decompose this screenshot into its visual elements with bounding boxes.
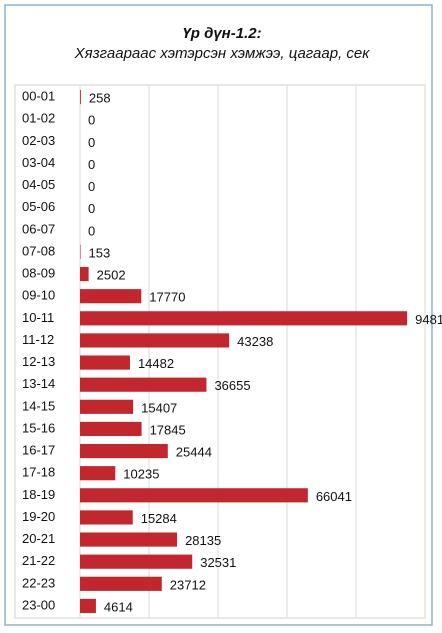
bar <box>80 576 162 591</box>
y-tick-label: 04-05 <box>22 177 55 192</box>
value-label: 66041 <box>316 489 352 504</box>
bar <box>80 266 89 282</box>
bar <box>80 244 81 260</box>
y-tick-label: 06-07 <box>22 221 55 236</box>
y-tick-label: 16-17 <box>22 443 55 458</box>
bar <box>80 510 133 525</box>
value-label: 4614 <box>104 599 133 614</box>
value-label: 2502 <box>97 268 126 283</box>
value-label: 0 <box>88 157 95 172</box>
bar <box>80 443 168 459</box>
value-label: 153 <box>89 245 111 260</box>
y-tick-label: 22-23 <box>22 575 55 590</box>
value-label: 15284 <box>141 511 177 526</box>
value-label: 0 <box>88 113 95 128</box>
y-tick-label: 09-10 <box>22 288 55 303</box>
y-tick-label: 17-18 <box>22 465 55 480</box>
value-label: 25444 <box>176 445 212 460</box>
value-label: 15407 <box>141 400 177 415</box>
value-label: 43238 <box>237 334 273 349</box>
value-label: 10235 <box>123 467 159 482</box>
bar <box>80 598 96 614</box>
y-tick-label: 03-04 <box>22 155 55 170</box>
y-tick-label: 18-19 <box>22 487 55 502</box>
value-label: 258 <box>89 91 111 106</box>
bar <box>80 289 142 304</box>
y-tick-label: 08-09 <box>22 266 55 281</box>
value-label: 14482 <box>138 356 174 371</box>
bar <box>80 333 230 348</box>
bar <box>80 466 116 481</box>
y-tick-label: 19-20 <box>22 509 55 524</box>
value-label: 0 <box>88 135 95 150</box>
value-label: 23712 <box>170 577 206 592</box>
bar <box>80 311 408 326</box>
bar <box>80 89 81 105</box>
y-tick-label: 20-21 <box>22 531 55 546</box>
title-label: Үр дүн-1.2: <box>182 25 261 42</box>
value-label: 0 <box>88 201 95 216</box>
bar <box>80 355 130 370</box>
value-label: 28135 <box>185 533 221 548</box>
bar <box>80 532 178 547</box>
bar <box>80 377 207 392</box>
bar <box>80 399 134 414</box>
value-label: 36655 <box>214 378 250 393</box>
value-label: 32531 <box>200 555 236 570</box>
y-tick-label: 07-08 <box>22 243 55 258</box>
value-label: 94819 <box>415 312 442 327</box>
y-tick-label: 01-02 <box>22 111 55 126</box>
y-tick-label: 00-01 <box>22 89 55 104</box>
y-tick-label: 05-06 <box>22 199 55 214</box>
value-label: 17770 <box>149 290 185 305</box>
y-tick-label: 14-15 <box>22 398 55 413</box>
bar <box>80 554 193 569</box>
y-tick-label: 23-00 <box>22 597 55 612</box>
bar <box>80 421 142 437</box>
y-tick-label: 21-22 <box>22 553 55 568</box>
y-tick-label: 02-03 <box>22 133 55 148</box>
y-tick-label: 15-16 <box>22 420 55 435</box>
y-tick-label: 13-14 <box>22 376 55 391</box>
chart-title: Үр дүн-1.2: <box>182 25 261 42</box>
y-tick-label: 12-13 <box>22 354 55 369</box>
y-tick-label: 10-11 <box>22 310 54 325</box>
value-label: 0 <box>88 179 95 194</box>
bar <box>80 488 308 503</box>
y-tick-label: 11-12 <box>22 332 54 347</box>
value-label: 17845 <box>150 422 186 437</box>
chart-title: Хязгаараас хэтэрсэн хэмжээ, цагаар, сек <box>74 45 371 62</box>
value-label: 0 <box>88 223 95 238</box>
